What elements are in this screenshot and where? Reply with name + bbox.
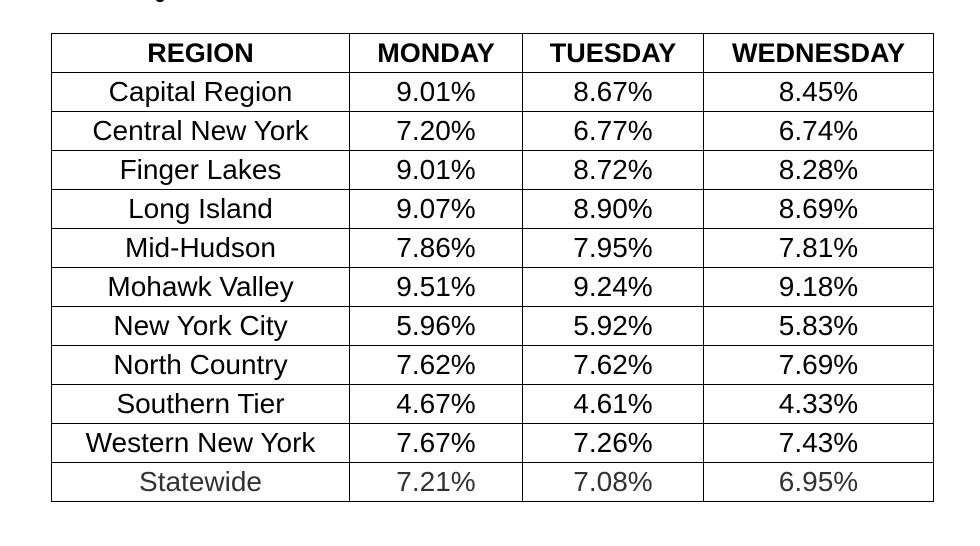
table-row: Central New York 7.20% 6.77% 6.74% [51,111,934,151]
table-row: Mohawk Valley 9.51% 9.24% 9.18% [51,267,934,307]
header-monday: MONDAY [349,33,523,73]
region-cell: North Country [51,345,350,385]
table-row: Mid-Hudson 7.86% 7.95% 7.81% [51,228,934,268]
tuesday-cell: 8.72% [522,150,704,190]
table-row: Finger Lakes 9.01% 8.72% 8.28% [51,150,934,190]
region-cell: Western New York [51,423,350,463]
monday-cell: 9.51% [349,267,523,307]
wednesday-cell: 8.69% [703,189,934,229]
monday-cell: 7.20% [349,111,523,151]
region-cell: New York City [51,306,350,346]
region-cell: Mid-Hudson [51,228,350,268]
wednesday-cell: 6.95% [703,462,934,502]
monday-cell: 9.07% [349,189,523,229]
wednesday-cell: 7.43% [703,423,934,463]
tuesday-cell: 8.67% [522,72,704,112]
wednesday-cell: 9.18% [703,267,934,307]
tuesday-cell: 9.24% [522,267,704,307]
monday-cell: 7.86% [349,228,523,268]
tuesday-cell: 5.92% [522,306,704,346]
wednesday-cell: 6.74% [703,111,934,151]
region-cell: Finger Lakes [51,150,350,190]
region-cell: Statewide [51,462,350,502]
tuesday-cell: 4.61% [522,384,704,424]
monday-cell: 9.01% [349,72,523,112]
region-cell: Central New York [51,111,350,151]
monday-cell: 5.96% [349,306,523,346]
wednesday-cell: 7.81% [703,228,934,268]
wednesday-cell: 4.33% [703,384,934,424]
statewide-row: Statewide 7.21% 7.08% 6.95% [51,462,934,502]
monday-cell: 4.67% [349,384,523,424]
tuesday-cell: 7.95% [522,228,704,268]
positivity-rate-table: REGION MONDAY TUESDAY WEDNESDAY Capital … [51,33,934,502]
monday-cell: 7.67% [349,423,523,463]
header-region: REGION [51,33,350,73]
tuesday-cell: 8.90% [522,189,704,229]
monday-cell: 7.21% [349,462,523,502]
table-row: North Country 7.62% 7.62% 7.69% [51,345,934,385]
wednesday-cell: 8.45% [703,72,934,112]
tuesday-cell: 7.62% [522,345,704,385]
table-row: Capital Region 9.01% 8.67% 8.45% [51,72,934,112]
monday-cell: 9.01% [349,150,523,190]
tuesday-cell: 7.08% [522,462,704,502]
table-header-row: REGION MONDAY TUESDAY WEDNESDAY [51,33,934,73]
table-row: Western New York 7.67% 7.26% 7.43% [51,423,934,463]
monday-cell: 7.62% [349,345,523,385]
table-row: Long Island 9.07% 8.90% 8.69% [51,189,934,229]
wednesday-cell: 5.83% [703,306,934,346]
region-cell: Long Island [51,189,350,229]
region-cell: Mohawk Valley [51,267,350,307]
wednesday-cell: 7.69% [703,345,934,385]
cropped-heading-fragment [140,0,176,2]
header-tuesday: TUESDAY [522,33,704,73]
wednesday-cell: 8.28% [703,150,934,190]
region-cell: Capital Region [51,72,350,112]
table-row: New York City 5.96% 5.92% 5.83% [51,306,934,346]
header-wednesday: WEDNESDAY [703,33,934,73]
tuesday-cell: 7.26% [522,423,704,463]
table-row: Southern Tier 4.67% 4.61% 4.33% [51,384,934,424]
tuesday-cell: 6.77% [522,111,704,151]
region-cell: Southern Tier [51,384,350,424]
